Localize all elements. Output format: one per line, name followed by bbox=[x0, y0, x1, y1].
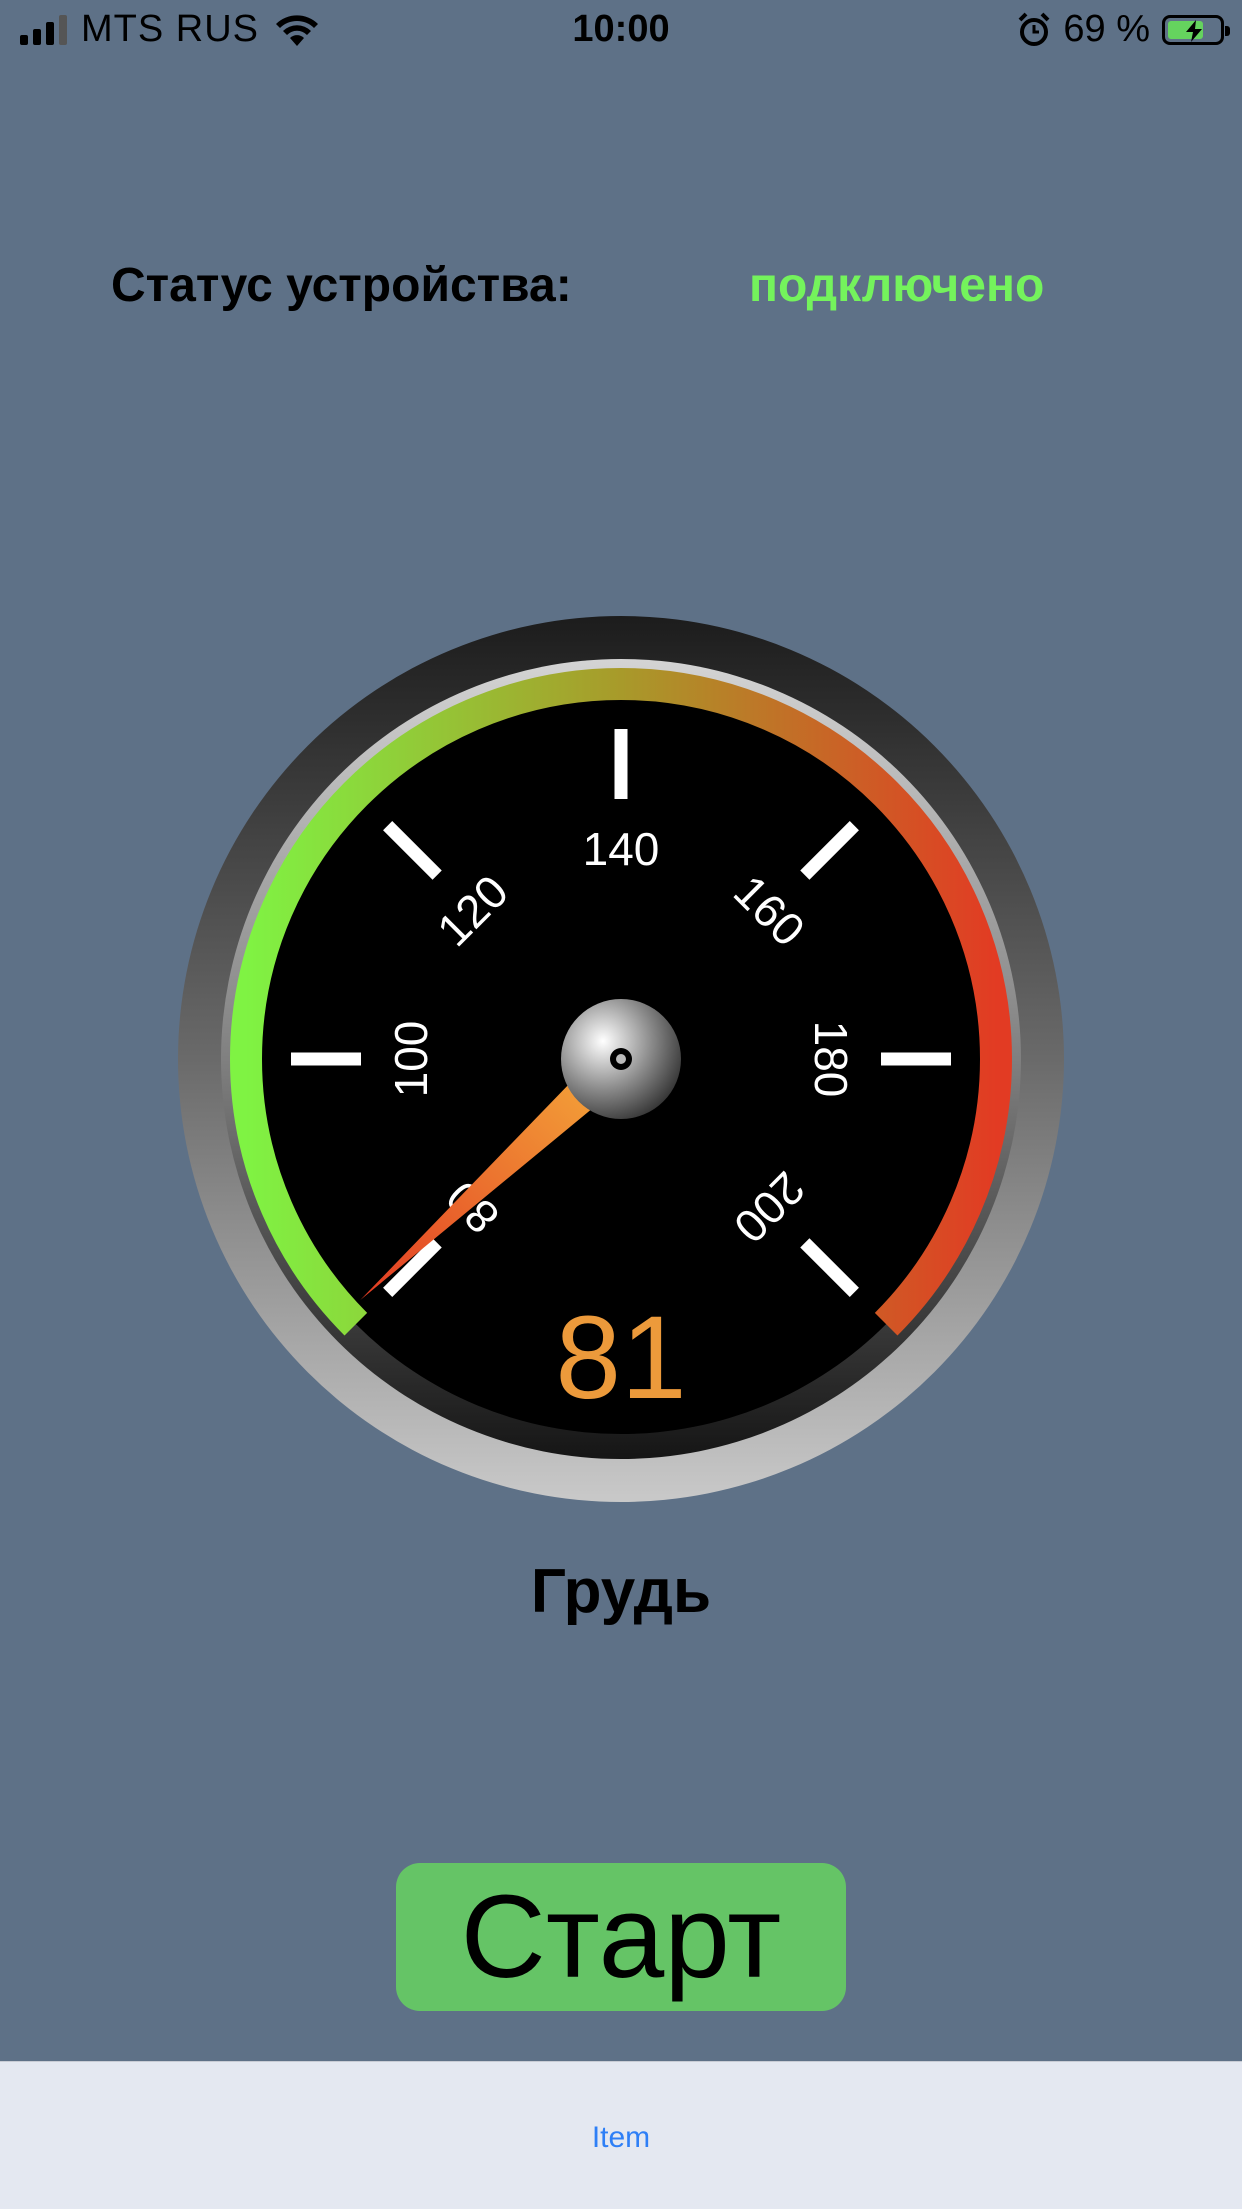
gauge-tick bbox=[800, 1238, 859, 1297]
alarm-icon bbox=[1018, 12, 1050, 46]
device-status-value: подключено bbox=[749, 259, 1045, 312]
device-status-label: Статус устройства: bbox=[111, 259, 572, 312]
wifi-icon bbox=[276, 14, 318, 46]
gauge-tick-label: 180 bbox=[805, 1021, 857, 1098]
gauge-tick-label: 140 bbox=[583, 823, 660, 875]
gauge-tick-label: 100 bbox=[385, 1021, 437, 1098]
gauge-tick bbox=[800, 821, 859, 880]
status-bar: MTS RUS 10:00 69 % bbox=[0, 0, 1242, 62]
gauge-tick bbox=[383, 1238, 442, 1297]
gauge-title: Грудь bbox=[530, 1557, 712, 1626]
battery-icon bbox=[1162, 14, 1230, 45]
cellular-signal-icon bbox=[20, 14, 67, 45]
gauge-tick bbox=[383, 821, 442, 880]
status-bar-left: MTS RUS bbox=[20, 8, 321, 51]
charging-bolt-icon bbox=[1186, 19, 1202, 42]
clock: 10:00 bbox=[572, 8, 670, 50]
gauge-needle bbox=[360, 1044, 635, 1300]
status-bar-right: 69 % bbox=[1017, 8, 1230, 51]
gauge-color-arc bbox=[230, 668, 1012, 1336]
tab-item[interactable]: Item bbox=[591, 2121, 651, 2154]
battery-percent: 69 % bbox=[1063, 8, 1150, 50]
carrier-name: MTS RUS bbox=[81, 8, 259, 50]
start-button[interactable]: Старт bbox=[396, 1863, 846, 2011]
gauge-value: 81 bbox=[555, 1292, 687, 1424]
tab-bar bbox=[0, 2061, 1242, 2209]
